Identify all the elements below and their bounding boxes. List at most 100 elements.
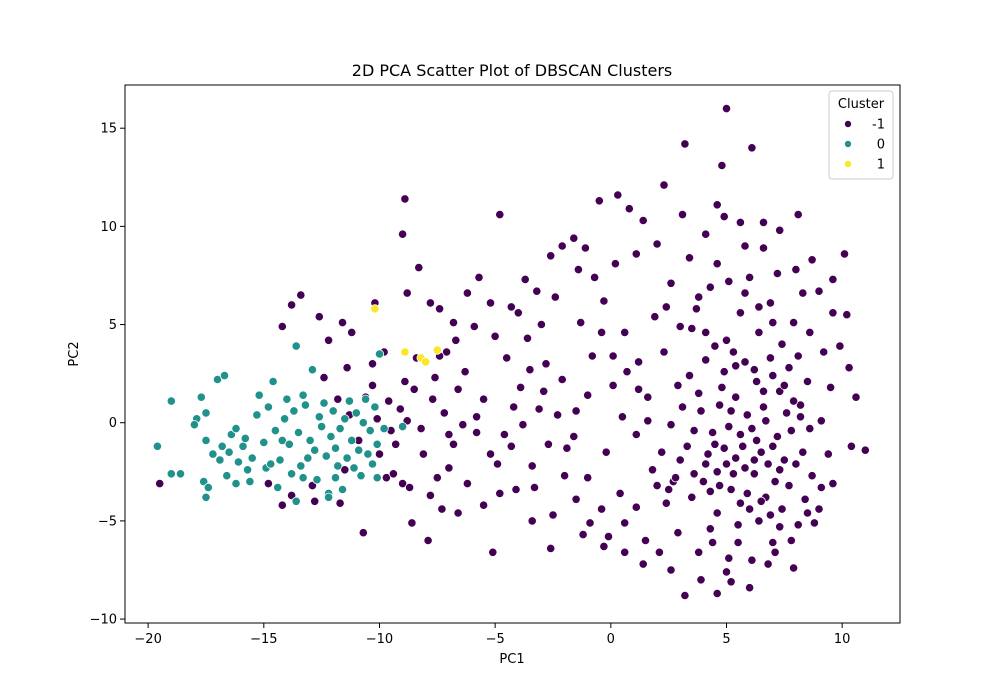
data-point <box>277 321 287 332</box>
data-point <box>744 583 755 593</box>
data-point <box>666 565 676 575</box>
data-point <box>372 414 382 424</box>
data-point <box>314 312 324 322</box>
data-point <box>788 563 799 573</box>
data-point <box>696 406 706 416</box>
data-point <box>777 504 787 514</box>
x-axis-label: PC1 <box>499 652 524 667</box>
data-point <box>758 386 769 396</box>
data-point <box>735 498 746 508</box>
data-point <box>430 372 440 383</box>
data-point <box>414 262 424 273</box>
data-point <box>846 441 857 451</box>
x-tick-label: 10 <box>834 632 851 647</box>
data-point <box>775 465 785 475</box>
data-point <box>596 327 607 337</box>
data-point <box>462 478 472 489</box>
data-point <box>335 423 345 434</box>
data-point <box>744 272 755 282</box>
data-point <box>279 414 290 424</box>
data-point <box>599 541 609 552</box>
data-point <box>340 414 350 424</box>
data-point <box>231 478 241 489</box>
data-point <box>432 345 442 355</box>
data-point <box>839 249 850 259</box>
legend-label: -1 <box>872 118 885 133</box>
data-point <box>756 496 766 506</box>
data-point <box>495 210 505 220</box>
data-point <box>786 535 796 546</box>
data-point <box>326 431 336 442</box>
data-point <box>254 390 264 400</box>
data-point <box>719 443 729 453</box>
data-point <box>397 478 408 489</box>
data-point <box>578 529 588 540</box>
data-point <box>402 288 412 298</box>
data-point <box>714 400 725 410</box>
data-point <box>434 304 445 314</box>
data-point <box>751 435 762 445</box>
data-point <box>259 437 269 447</box>
data-point <box>740 463 750 473</box>
y-tick-label: 10 <box>100 220 117 235</box>
data-point <box>633 384 644 394</box>
data-point <box>721 104 732 114</box>
x-tick-label: −15 <box>250 632 277 647</box>
data-point <box>652 239 662 249</box>
data-point <box>391 439 401 449</box>
data-point <box>469 321 479 332</box>
data-point <box>506 441 516 451</box>
data-point <box>490 331 500 341</box>
data-point <box>347 435 357 445</box>
data-point <box>400 347 410 357</box>
data-point <box>312 475 322 485</box>
data-point <box>441 347 452 357</box>
data-point <box>344 396 354 406</box>
data-point <box>351 408 361 418</box>
data-point <box>550 292 560 302</box>
data-point <box>340 465 350 475</box>
data-point <box>784 363 794 373</box>
data-point <box>328 406 338 416</box>
data-point <box>802 508 813 518</box>
data-point <box>828 274 838 284</box>
data-point <box>407 518 417 528</box>
data-point <box>471 427 482 438</box>
data-point <box>448 317 459 328</box>
legend-marker <box>844 140 852 148</box>
data-point <box>754 327 764 337</box>
data-point <box>770 476 780 487</box>
data-point <box>418 449 428 459</box>
data-point <box>719 212 729 222</box>
data-point <box>608 380 618 390</box>
data-point <box>772 431 783 442</box>
x-tick-label: −20 <box>134 632 161 647</box>
data-point <box>347 327 357 337</box>
data-point <box>296 290 306 300</box>
data-point <box>243 465 253 475</box>
data-point <box>460 367 470 377</box>
data-point <box>370 304 380 314</box>
data-point <box>319 372 329 383</box>
data-point <box>712 588 722 599</box>
data-point <box>731 453 741 463</box>
data-point <box>731 392 741 402</box>
legend-item: 1 <box>844 158 885 173</box>
y-axis-label: PC2 <box>67 341 82 366</box>
legend-marker <box>844 120 852 128</box>
data-point <box>726 406 736 416</box>
data-point <box>633 357 644 367</box>
data-point <box>735 308 746 318</box>
data-point <box>795 400 806 410</box>
data-point <box>724 276 734 286</box>
data-point <box>224 447 234 457</box>
data-point <box>219 370 230 381</box>
data-point <box>337 484 348 495</box>
data-point <box>694 547 704 557</box>
data-point <box>707 537 718 548</box>
data-point <box>768 537 778 548</box>
data-point <box>319 398 329 408</box>
data-point <box>694 388 704 398</box>
data-point <box>201 435 211 445</box>
data-point <box>266 459 276 469</box>
